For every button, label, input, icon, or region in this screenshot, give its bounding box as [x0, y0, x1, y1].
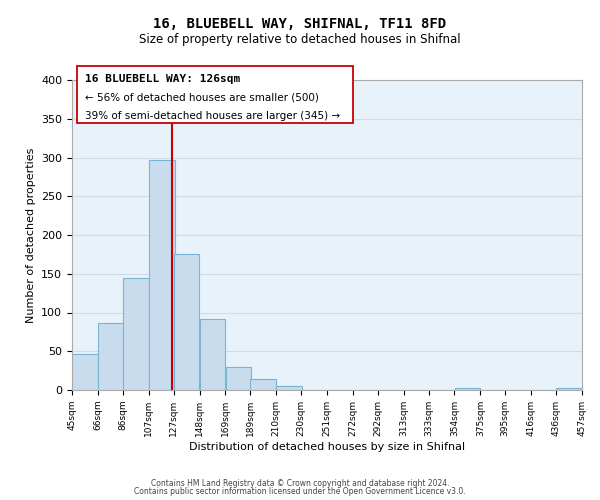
Bar	[173, 254, 199, 390]
Bar	[72, 354, 98, 390]
Bar	[226, 367, 251, 390]
Bar	[455, 388, 481, 390]
Text: 16, BLUEBELL WAY, SHIFNAL, TF11 8FD: 16, BLUEBELL WAY, SHIFNAL, TF11 8FD	[154, 18, 446, 32]
Text: 16 BLUEBELL WAY: 126sqm: 16 BLUEBELL WAY: 126sqm	[85, 74, 240, 84]
Bar	[277, 386, 302, 390]
Bar	[149, 160, 175, 390]
Text: Size of property relative to detached houses in Shifnal: Size of property relative to detached ho…	[139, 32, 461, 46]
FancyBboxPatch shape	[77, 66, 353, 124]
Bar	[250, 379, 276, 390]
Bar	[200, 320, 226, 390]
Text: Contains HM Land Registry data © Crown copyright and database right 2024.: Contains HM Land Registry data © Crown c…	[151, 478, 449, 488]
Y-axis label: Number of detached properties: Number of detached properties	[26, 148, 35, 322]
Text: ← 56% of detached houses are smaller (500): ← 56% of detached houses are smaller (50…	[85, 92, 319, 102]
Bar	[123, 278, 149, 390]
Text: Contains public sector information licensed under the Open Government Licence v3: Contains public sector information licen…	[134, 487, 466, 496]
Bar	[556, 388, 582, 390]
Text: 39% of semi-detached houses are larger (345) →: 39% of semi-detached houses are larger (…	[85, 111, 340, 121]
X-axis label: Distribution of detached houses by size in Shifnal: Distribution of detached houses by size …	[189, 442, 465, 452]
Bar	[98, 324, 124, 390]
